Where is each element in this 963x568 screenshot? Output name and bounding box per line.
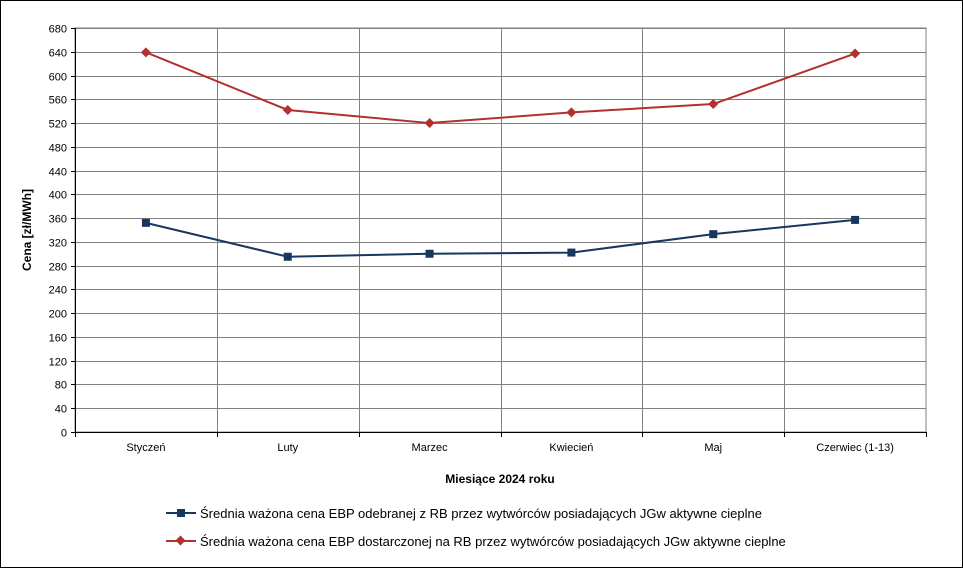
y-axis-title: Cena [zł/MWh] bbox=[20, 189, 34, 271]
y-tick-label: 80 bbox=[55, 380, 67, 392]
y-tick-label: 160 bbox=[49, 333, 67, 345]
y-tick-label: 560 bbox=[49, 95, 67, 107]
data-point-square bbox=[425, 249, 434, 258]
data-point-square bbox=[709, 230, 718, 239]
x-axis-ticks: Styczeń Luty Marzec Kwiecień Maj Czerwiec (1-… bbox=[75, 432, 927, 454]
x-tick-label: Marzec bbox=[412, 442, 449, 454]
y-tick-label: 200 bbox=[49, 309, 67, 321]
y-tick-label: 360 bbox=[49, 214, 67, 226]
x-tick-label: Luty bbox=[277, 442, 298, 454]
line-chart: 0 40 80 120 160 200 240 280 320 360 400 440 480 520 56… bbox=[20, 24, 927, 486]
y-tick-label: 520 bbox=[49, 119, 67, 131]
legend-label: Średnia ważona cena EBP odebranej z RB p… bbox=[200, 505, 762, 521]
data-point-diamond bbox=[424, 118, 435, 129]
grid bbox=[74, 27, 927, 433]
y-tick-label: 400 bbox=[49, 190, 67, 202]
y-tick-label: 480 bbox=[49, 143, 67, 155]
data-point-diamond bbox=[282, 104, 293, 115]
y-axis-ticks: 0 40 80 120 160 200 240 280 320 360 400 440 480 520 56… bbox=[49, 24, 75, 440]
y-tick-label: 440 bbox=[49, 167, 67, 179]
y-tick-label: 640 bbox=[49, 48, 67, 60]
series-line-0 bbox=[145, 218, 856, 258]
plot-area bbox=[74, 27, 927, 433]
data-point-square bbox=[283, 252, 292, 261]
y-tick-label: 320 bbox=[49, 238, 67, 250]
legend-swatch-square bbox=[166, 507, 196, 519]
data-point-square bbox=[141, 218, 150, 227]
legend-label: Średnia ważona cena EBP dostarczonej na … bbox=[200, 533, 786, 549]
y-tick-label: 240 bbox=[49, 285, 67, 297]
data-point-diamond bbox=[140, 47, 151, 58]
data-point-square bbox=[567, 248, 576, 257]
x-tick-label: Maj bbox=[704, 442, 722, 454]
data-point-diamond bbox=[708, 99, 719, 110]
series-line-1 bbox=[145, 51, 856, 125]
y-tick-label: 280 bbox=[49, 262, 67, 274]
data-point-diamond bbox=[850, 48, 861, 59]
data-point-diamond bbox=[566, 107, 577, 118]
legend-item-received: Średnia ważona cena EBP odebranej z RB p… bbox=[166, 503, 762, 523]
x-axis-title: Miesiące 2024 roku bbox=[445, 472, 554, 486]
y-tick-label: 120 bbox=[49, 357, 67, 369]
x-tick-label: Styczeń bbox=[126, 442, 165, 454]
data-point-square bbox=[851, 215, 860, 224]
x-tick-label: Czerwiec (1-13) bbox=[816, 442, 894, 454]
y-tick-label: 40 bbox=[55, 404, 67, 416]
legend-item-delivered: Średnia ważona cena EBP dostarczonej na … bbox=[166, 531, 786, 551]
series-group bbox=[140, 47, 861, 261]
x-tick-label: Kwiecień bbox=[549, 442, 593, 454]
legend-swatch-diamond bbox=[166, 535, 196, 547]
y-tick-label: 600 bbox=[49, 72, 67, 84]
y-tick-label: 0 bbox=[61, 428, 67, 440]
y-tick-label: 680 bbox=[49, 24, 67, 36]
